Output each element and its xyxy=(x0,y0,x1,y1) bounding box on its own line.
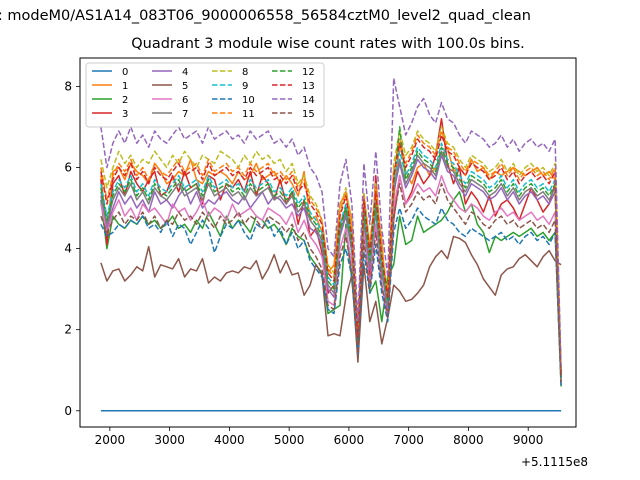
series-line-10 xyxy=(100,207,562,387)
legend-label: 5 xyxy=(182,81,188,92)
x-tick-label: 2000 xyxy=(95,433,126,447)
y-tick-label: 8 xyxy=(64,79,72,93)
series-layer xyxy=(100,77,562,412)
series-line-14 xyxy=(100,77,562,371)
x-tick-label: 6000 xyxy=(334,433,365,447)
series-line-9 xyxy=(100,142,562,379)
legend-box xyxy=(85,62,325,128)
legend-label: 8 xyxy=(242,67,248,78)
x-tick-label: 5000 xyxy=(274,433,305,447)
legend-label: 2 xyxy=(122,95,128,106)
x-offset-label: +5.1115e8 xyxy=(521,455,588,469)
x-tick-label: 3000 xyxy=(154,433,185,447)
legend-label: 6 xyxy=(182,95,188,106)
legend-label: 0 xyxy=(122,67,128,78)
legend-label: 13 xyxy=(302,81,315,92)
ticks-layer: 2000 3000 4000 5000 6000 7000 8000 9000 0 2 4 6 8 xyxy=(64,79,543,447)
legend-label: 14 xyxy=(302,95,315,106)
legend-label: 11 xyxy=(242,109,255,120)
series-line-7 xyxy=(100,150,562,379)
series-line-15 xyxy=(100,182,562,383)
series-line-12 xyxy=(100,126,562,379)
series-line-1 xyxy=(100,142,562,379)
series-line-6 xyxy=(100,174,562,383)
x-tick-label: 4000 xyxy=(214,433,245,447)
legend-label: 15 xyxy=(302,109,315,120)
legend-label: 10 xyxy=(242,95,255,106)
axes-frame xyxy=(79,57,577,428)
series-line-4 xyxy=(100,154,562,379)
legend-label: 12 xyxy=(302,67,315,78)
legend-label: 4 xyxy=(182,67,188,78)
y-tick-label: 4 xyxy=(64,242,72,256)
chart-title: Quadrant 3 module wise count rates with … xyxy=(131,36,525,52)
y-tick-label: 2 xyxy=(64,323,72,337)
y-tick-label: 0 xyxy=(64,404,72,418)
legend-label: 7 xyxy=(182,109,188,120)
figure-suptitle: n file: modeM0/AS1A14_083T06_9000006558_… xyxy=(0,8,531,24)
x-tick-label: 8000 xyxy=(453,433,484,447)
series-line-11 xyxy=(100,130,562,375)
x-tick-label: 9000 xyxy=(513,433,544,447)
legend-label: 3 xyxy=(122,109,128,120)
legend-label: 9 xyxy=(242,81,248,92)
legend-label: 1 xyxy=(122,81,128,92)
y-tick-label: 6 xyxy=(64,160,72,174)
x-tick-label: 7000 xyxy=(393,433,424,447)
series-line-8 xyxy=(100,126,562,375)
series-line-13 xyxy=(100,134,562,375)
series-line-5 xyxy=(100,235,562,363)
